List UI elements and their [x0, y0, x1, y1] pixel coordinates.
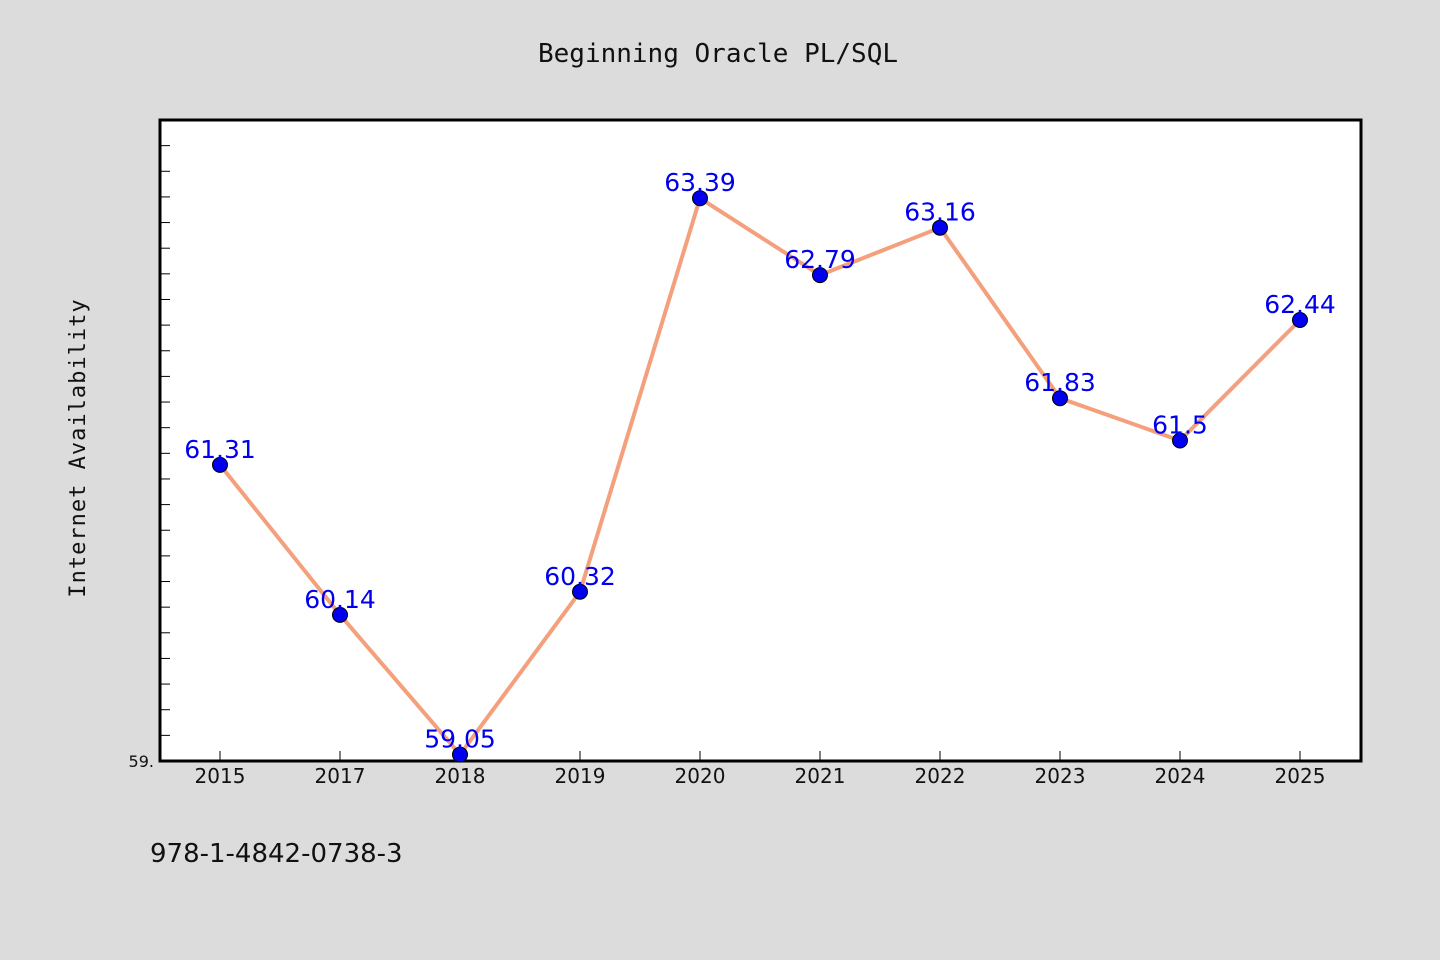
data-point	[452, 746, 468, 763]
data-point	[572, 583, 588, 600]
data-label: 61.83	[1024, 368, 1096, 397]
data-labels: 61.31 60.14 59.05 60.32 63.39 62.79 63.16 61.83…	[184, 168, 1336, 753]
data-label: 62.44	[1264, 290, 1336, 319]
data-label: 61.5	[1152, 411, 1208, 440]
data-label: 59.05	[424, 725, 496, 754]
x-tick-label: 2017	[315, 764, 366, 788]
x-tick-label: 2024	[1155, 764, 1206, 788]
x-tick-labels: 2015 2017 2018 2019 2020 2021 2022 2023 2024 2025	[195, 764, 1326, 788]
x-tick-label: 2025	[1275, 764, 1326, 788]
data-point	[692, 190, 708, 207]
data-label: 60.32	[544, 562, 616, 591]
data-point	[1172, 432, 1188, 449]
isbn-text: 978-1-4842-0738-3	[150, 839, 403, 869]
data-point	[812, 267, 828, 284]
x-tick-label: 2018	[435, 764, 486, 788]
plot-area	[158, 118, 1363, 763]
y-minor-ticks	[160, 145, 170, 736]
data-markers	[212, 190, 1308, 763]
data-point	[1292, 311, 1308, 328]
data-point	[1052, 390, 1068, 407]
data-label: 63.16	[904, 198, 976, 227]
data-point	[332, 606, 348, 623]
data-label: 63.39	[664, 168, 736, 197]
y-tick-label: 59.	[129, 752, 154, 771]
y-axis-label: Internet Availability	[66, 298, 91, 597]
x-tick-label: 2019	[555, 764, 606, 788]
x-tick-label: 2020	[675, 764, 726, 788]
x-tick-label: 2022	[915, 764, 966, 788]
chart-title: Beginning Oracle PL/SQL	[538, 39, 898, 69]
data-point	[932, 219, 948, 236]
data-label: 60.14	[304, 585, 376, 614]
x-tick-label: 2015	[195, 764, 246, 788]
data-point	[212, 456, 228, 473]
data-label: 61.31	[184, 435, 256, 464]
series-line	[218, 196, 1302, 757]
data-label: 62.79	[784, 245, 856, 274]
x-tick-label: 2023	[1035, 764, 1086, 788]
x-tick-label: 2021	[795, 764, 846, 788]
